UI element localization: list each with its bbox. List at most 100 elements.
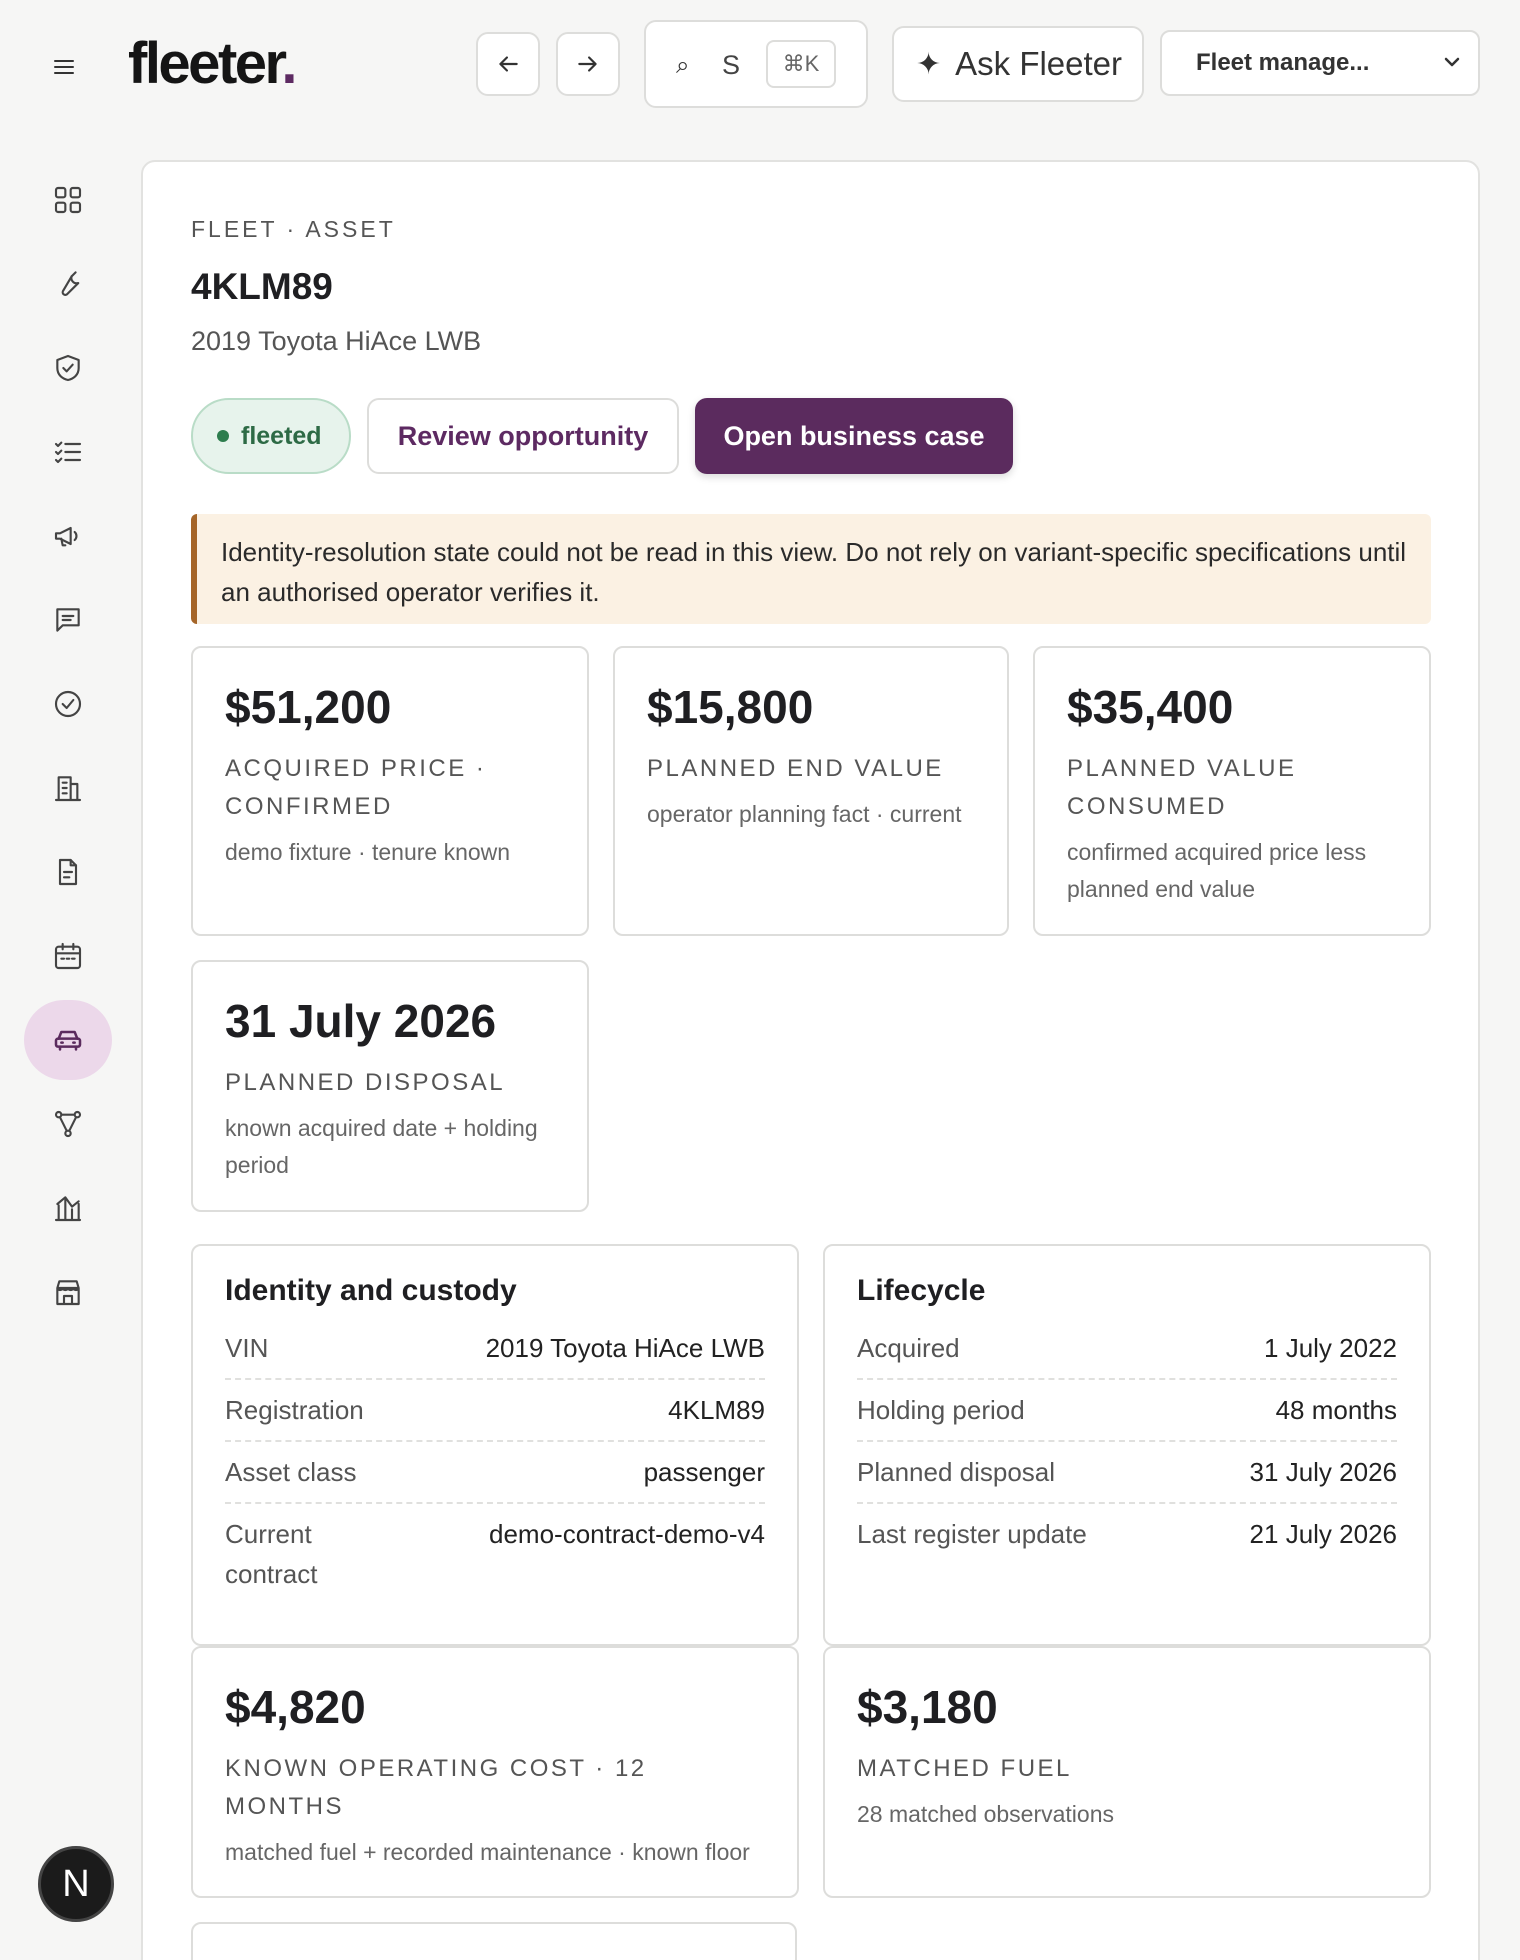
search-icon: ⌕ bbox=[676, 52, 690, 79]
metric-note: known acquired date + holding period bbox=[225, 1115, 538, 1178]
arrow-left-icon bbox=[499, 56, 518, 72]
sidebar-item-maintenance[interactable] bbox=[24, 244, 112, 324]
row-key: Current contract bbox=[225, 1519, 318, 1589]
row-key: VIN bbox=[225, 1333, 269, 1363]
calendar-icon bbox=[54, 942, 82, 970]
lifecycle-row: Acquired 1 July 2022 bbox=[857, 1318, 1397, 1380]
lifecycle-row: Holding period 48 months bbox=[857, 1380, 1397, 1442]
back-button[interactable] bbox=[476, 32, 540, 96]
metric-label: ACQUIRED PRICE · CONFIRMED bbox=[225, 755, 487, 820]
metric-value: $4,820 bbox=[225, 1681, 366, 1733]
metric-note: 28 matched observations bbox=[857, 1801, 1114, 1827]
open-business-case-button[interactable]: Open business case bbox=[695, 398, 1013, 474]
identity-row: VIN 2019 Toyota HiAce LWB bbox=[225, 1318, 765, 1380]
metric-value: $3,180 bbox=[857, 1681, 998, 1733]
sidebar-item-campaigns[interactable] bbox=[24, 496, 112, 576]
network-icon bbox=[54, 1110, 82, 1138]
avatar[interactable]: N bbox=[38, 1846, 114, 1922]
menu-icon[interactable] bbox=[52, 55, 76, 79]
warning-alert: Identity-resolution state could not be r… bbox=[191, 514, 1431, 624]
sidebar-item-tasks[interactable] bbox=[24, 412, 112, 492]
document-icon bbox=[58, 858, 78, 886]
status-badge: fleeted bbox=[191, 398, 351, 474]
metric-value: 31 July 2026 bbox=[225, 995, 497, 1047]
identity-row: Registration 4KLM89 bbox=[225, 1380, 765, 1442]
building-icon bbox=[54, 776, 82, 802]
sidebar-item-documents[interactable] bbox=[24, 832, 112, 912]
review-opportunity-button[interactable]: Review opportunity bbox=[367, 398, 679, 474]
metric-label: PLANNED DISPOSAL bbox=[225, 1069, 506, 1096]
message-icon bbox=[56, 608, 80, 632]
metric-card: 31 July 2026 PLANNED DISPOSAL known acqu… bbox=[191, 960, 589, 1212]
workspace-select-value: Fleet manage... bbox=[1196, 49, 1370, 76]
row-value: demo-contract-demo-v4 bbox=[489, 1519, 765, 1549]
status-dot-icon bbox=[217, 430, 229, 442]
metric-value: $15,800 bbox=[647, 681, 814, 733]
row-key: Planned disposal bbox=[857, 1457, 1056, 1487]
metric-note: operator planning fact · current bbox=[647, 801, 962, 827]
forward-button[interactable] bbox=[556, 32, 620, 96]
sidebar-item-messages[interactable] bbox=[24, 580, 112, 660]
row-key: Last register update bbox=[857, 1519, 1087, 1549]
megaphone-icon bbox=[54, 526, 78, 547]
metric-label: PLANNED END VALUE bbox=[647, 755, 944, 782]
partial-card bbox=[191, 1922, 797, 1960]
identity-panel: Identity and custody VIN 2019 Toyota HiA… bbox=[191, 1244, 799, 1646]
status-label: fleeted bbox=[241, 421, 322, 450]
sparkle-icon: ✦ bbox=[916, 47, 942, 81]
top-bar: fleeter. ⌕ S ⌘K ✦ Ask Fleeter Fleet mana… bbox=[0, 0, 1520, 130]
grid-icon bbox=[54, 186, 82, 214]
row-value: 2019 Toyota HiAce LWB bbox=[485, 1333, 765, 1363]
checklist-icon bbox=[54, 441, 82, 464]
metric-card: $3,180 MATCHED FUEL 28 matched observati… bbox=[823, 1646, 1431, 1898]
row-value: 31 July 2026 bbox=[1249, 1457, 1397, 1487]
metric-label: PLANNED VALUE CONSUMED bbox=[1067, 755, 1297, 820]
metric-card: $51,200 ACQUIRED PRICE · CONFIRMED demo … bbox=[191, 646, 589, 936]
sidebar-item-calendar[interactable] bbox=[24, 916, 112, 996]
row-value: 21 July 2026 bbox=[1249, 1519, 1397, 1549]
lifecycle-row: Planned disposal 31 July 2026 bbox=[857, 1442, 1397, 1504]
identity-row: Asset class passenger bbox=[225, 1442, 765, 1504]
row-value: 4KLM89 bbox=[668, 1395, 765, 1425]
sidebar-item-marketplace[interactable] bbox=[24, 1252, 112, 1332]
sidebar-item-organisations[interactable] bbox=[24, 748, 112, 828]
metric-card: $35,400 PLANNED VALUE CONSUMED confirmed… bbox=[1033, 646, 1431, 936]
sidebar-item-analytics[interactable] bbox=[24, 1168, 112, 1248]
row-value: passenger bbox=[643, 1457, 765, 1487]
sidebar-item-vehicles[interactable] bbox=[24, 1000, 112, 1080]
workspace-select[interactable]: Fleet manage... bbox=[1160, 30, 1480, 96]
sidebar-item-compliance[interactable] bbox=[24, 328, 112, 408]
store-icon bbox=[56, 1280, 80, 1306]
breadcrumb: FLEET · ASSET bbox=[191, 216, 396, 242]
identity-row: Current contract demo-contract-demo-v4 bbox=[225, 1504, 765, 1604]
metric-value: $51,200 bbox=[225, 681, 392, 733]
lifecycle-panel-title: Lifecycle bbox=[857, 1274, 986, 1307]
lifecycle-row: Last register update 21 July 2026 bbox=[857, 1504, 1397, 1564]
asset-subtitle: 2019 Toyota HiAce LWB bbox=[191, 326, 482, 356]
row-key: Registration bbox=[225, 1395, 364, 1425]
search-button[interactable]: ⌕ S ⌘K bbox=[644, 20, 868, 108]
logo[interactable]: fleeter. bbox=[128, 31, 297, 96]
metric-label: KNOWN OPERATING COST · 12 MONTHS bbox=[225, 1755, 647, 1820]
sidebar-item-dashboard[interactable] bbox=[24, 160, 112, 240]
metric-label: MATCHED FUEL bbox=[857, 1755, 1072, 1782]
metric-note: matched fuel + recorded maintenance · kn… bbox=[225, 1839, 750, 1865]
sidebar-item-network[interactable] bbox=[24, 1084, 112, 1164]
page-title: 4KLM89 bbox=[191, 266, 333, 307]
sidebar-item-approvals[interactable] bbox=[24, 664, 112, 744]
search-label: S bbox=[722, 50, 741, 80]
metric-note: demo fixture · tenure known bbox=[225, 839, 511, 865]
chevron-down-icon bbox=[1444, 57, 1460, 67]
wrench-icon bbox=[61, 271, 80, 296]
metric-value: $35,400 bbox=[1067, 681, 1234, 733]
ask-fleeter-button[interactable]: ✦ Ask Fleeter bbox=[892, 26, 1144, 102]
row-value: 48 months bbox=[1275, 1395, 1397, 1425]
shield-check-icon bbox=[56, 354, 80, 382]
arrow-right-icon bbox=[578, 56, 597, 72]
row-key: Asset class bbox=[225, 1457, 357, 1487]
shortcut-badge: ⌘K bbox=[766, 40, 836, 88]
metric-note: confirmed acquired price less planned en… bbox=[1067, 839, 1367, 902]
chart-icon bbox=[54, 1196, 82, 1222]
check-circle-icon bbox=[54, 690, 82, 718]
metric-card: $4,820 KNOWN OPERATING COST · 12 MONTHS … bbox=[191, 1646, 799, 1898]
